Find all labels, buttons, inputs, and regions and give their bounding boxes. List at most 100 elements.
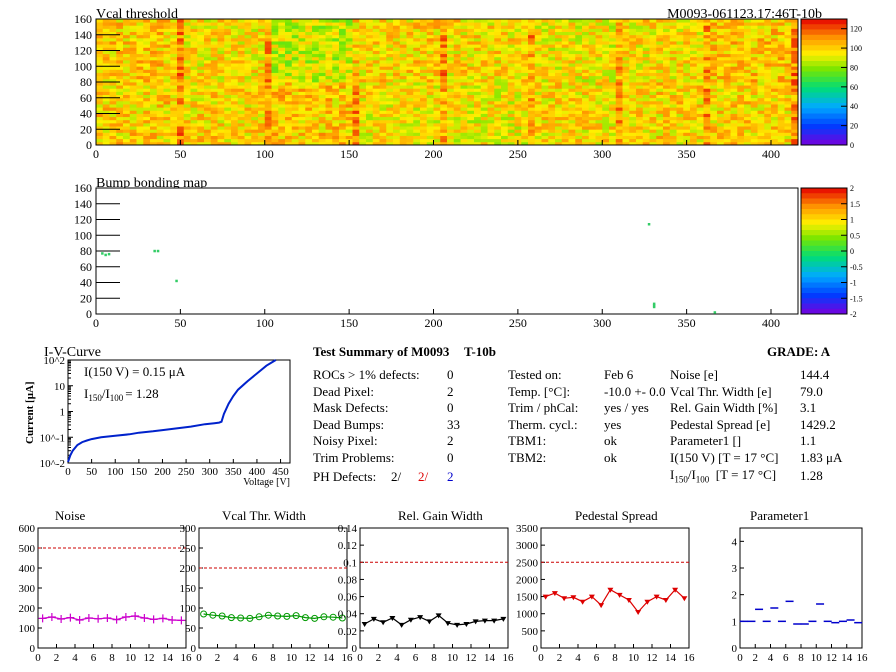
heatmap-cell — [440, 122, 448, 127]
heatmap-cell — [480, 78, 488, 83]
heatmap-cell — [663, 88, 671, 92]
heatmap-cell — [642, 132, 650, 136]
heatmap-cell — [764, 34, 772, 39]
heatmap-cell — [521, 25, 529, 29]
heatmap-cell — [649, 132, 657, 136]
heatmap-cell — [622, 66, 630, 70]
heatmap-cell — [264, 72, 272, 77]
heatmap-cell — [406, 19, 414, 23]
heatmap-cell — [561, 56, 569, 61]
heatmap-cell — [170, 78, 178, 83]
heatmap-cell — [190, 56, 198, 61]
heatmap-cell — [393, 66, 401, 70]
heatmap-cell — [541, 25, 549, 29]
heatmap-cell — [116, 72, 124, 77]
heatmap-cell — [332, 104, 340, 108]
heatmap-cell — [730, 72, 738, 77]
heatmap-cell — [305, 138, 313, 143]
heatmap-cell — [190, 63, 198, 67]
heatmap-cell — [413, 75, 421, 80]
heatmap-cell — [291, 75, 299, 80]
heatmap-cell — [150, 41, 158, 45]
heatmap-cell — [136, 100, 144, 105]
heatmap-cell — [528, 94, 536, 99]
heatmap-cell — [278, 126, 286, 130]
heatmap-cell — [548, 122, 556, 127]
heatmap-cell — [386, 75, 394, 80]
heatmap-cell — [129, 94, 137, 99]
heatmap-cell — [602, 85, 610, 89]
heatmap-cell — [595, 82, 603, 86]
heatmap-cell — [582, 91, 590, 95]
heatmap-cell — [723, 28, 731, 32]
heatmap-cell — [244, 59, 252, 64]
heatmap-cell — [298, 104, 306, 108]
heatmap-cell — [528, 22, 536, 26]
heatmap-cell — [669, 47, 677, 51]
heatmap-cell — [507, 138, 515, 143]
heatmap-cell — [379, 63, 387, 67]
heatmap-cell — [345, 34, 353, 39]
heatmap-cell — [636, 22, 644, 26]
heatmap-cell — [190, 113, 198, 118]
heatmap-cell — [480, 138, 488, 143]
heatmap-cell — [183, 129, 191, 133]
heatmap-cell — [386, 138, 394, 143]
heatmap-cell — [683, 94, 691, 99]
heatmap-cell — [521, 119, 529, 124]
heatmap-cell — [501, 91, 509, 95]
heatmap-cell — [291, 34, 299, 39]
heatmap-cell — [494, 91, 502, 95]
heatmap-cell — [413, 94, 421, 99]
heatmap-cell — [730, 107, 738, 111]
heatmap-cell — [771, 138, 779, 143]
heatmap-cell — [251, 34, 259, 39]
heatmap-cell — [744, 116, 752, 121]
heatmap-cell — [487, 37, 495, 42]
heatmap-cell — [109, 47, 117, 51]
heatmap-cell — [568, 88, 576, 92]
heatmap-cell — [143, 50, 151, 55]
heatmap-cell — [345, 126, 353, 130]
heatmap-cell — [298, 44, 306, 48]
heatmap-cell — [197, 66, 205, 70]
heatmap-cell — [656, 31, 664, 36]
heatmap-cell — [318, 94, 326, 99]
heatmap-cell — [595, 28, 603, 32]
heatmap-cell — [177, 129, 185, 133]
heatmap-cell — [744, 100, 752, 105]
heatmap-cell — [386, 28, 394, 32]
heatmap-cell — [622, 141, 630, 146]
heatmap-cell — [204, 113, 212, 118]
heatmap-cell — [595, 97, 603, 102]
heatmap-cell — [170, 31, 178, 36]
trend-plot-title: Pedestal Spread — [575, 508, 658, 523]
heatmap-cell — [595, 63, 603, 67]
trend-x-tick-label: 0 — [538, 652, 544, 664]
heatmap-cell — [312, 104, 320, 108]
heatmap-cell — [649, 31, 657, 36]
heatmap-cell — [305, 69, 313, 73]
heatmap-cell — [636, 82, 644, 86]
heatmap-cell — [764, 50, 772, 55]
heatmap-cell — [609, 110, 617, 114]
heatmap-cell — [656, 53, 664, 58]
heatmap-cell — [548, 66, 556, 70]
heatmap-cell — [278, 138, 286, 143]
heatmap-cell — [123, 28, 131, 32]
heatmap-cell — [453, 107, 461, 111]
heatmap-cell — [690, 132, 698, 136]
heatmap-cell — [480, 25, 488, 29]
heatmap-cell — [244, 88, 252, 92]
heatmap-cell — [669, 97, 677, 102]
heatmap-cell — [278, 132, 286, 136]
heatmap-cell — [777, 28, 785, 32]
heatmap-cell — [703, 31, 711, 36]
heatmap-cell — [116, 110, 124, 114]
heatmap-cell — [150, 107, 158, 111]
heatmap-cell — [528, 53, 536, 58]
heatmap-cell — [150, 28, 158, 32]
heatmap-cell — [109, 25, 117, 29]
heatmap-cell — [312, 37, 320, 42]
